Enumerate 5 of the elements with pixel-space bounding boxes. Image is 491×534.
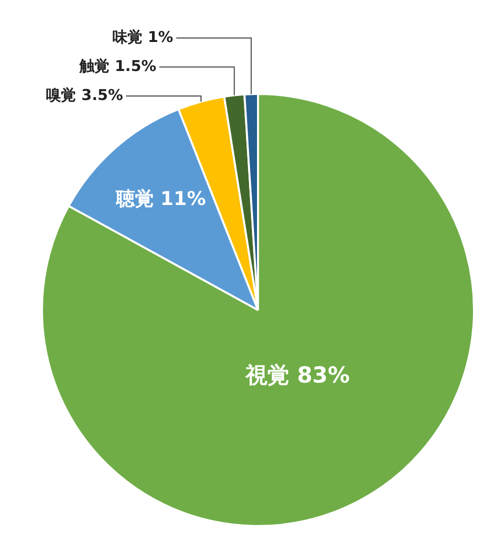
slice-label: 視覚 83% (244, 362, 350, 389)
slice-label: 触覚 1.5% (78, 56, 156, 75)
slice-label: 味覚 1% (112, 28, 174, 46)
slice-label: 嗅覚 3.5% (46, 86, 124, 104)
slice-label: 聴覚 11% (114, 188, 206, 210)
